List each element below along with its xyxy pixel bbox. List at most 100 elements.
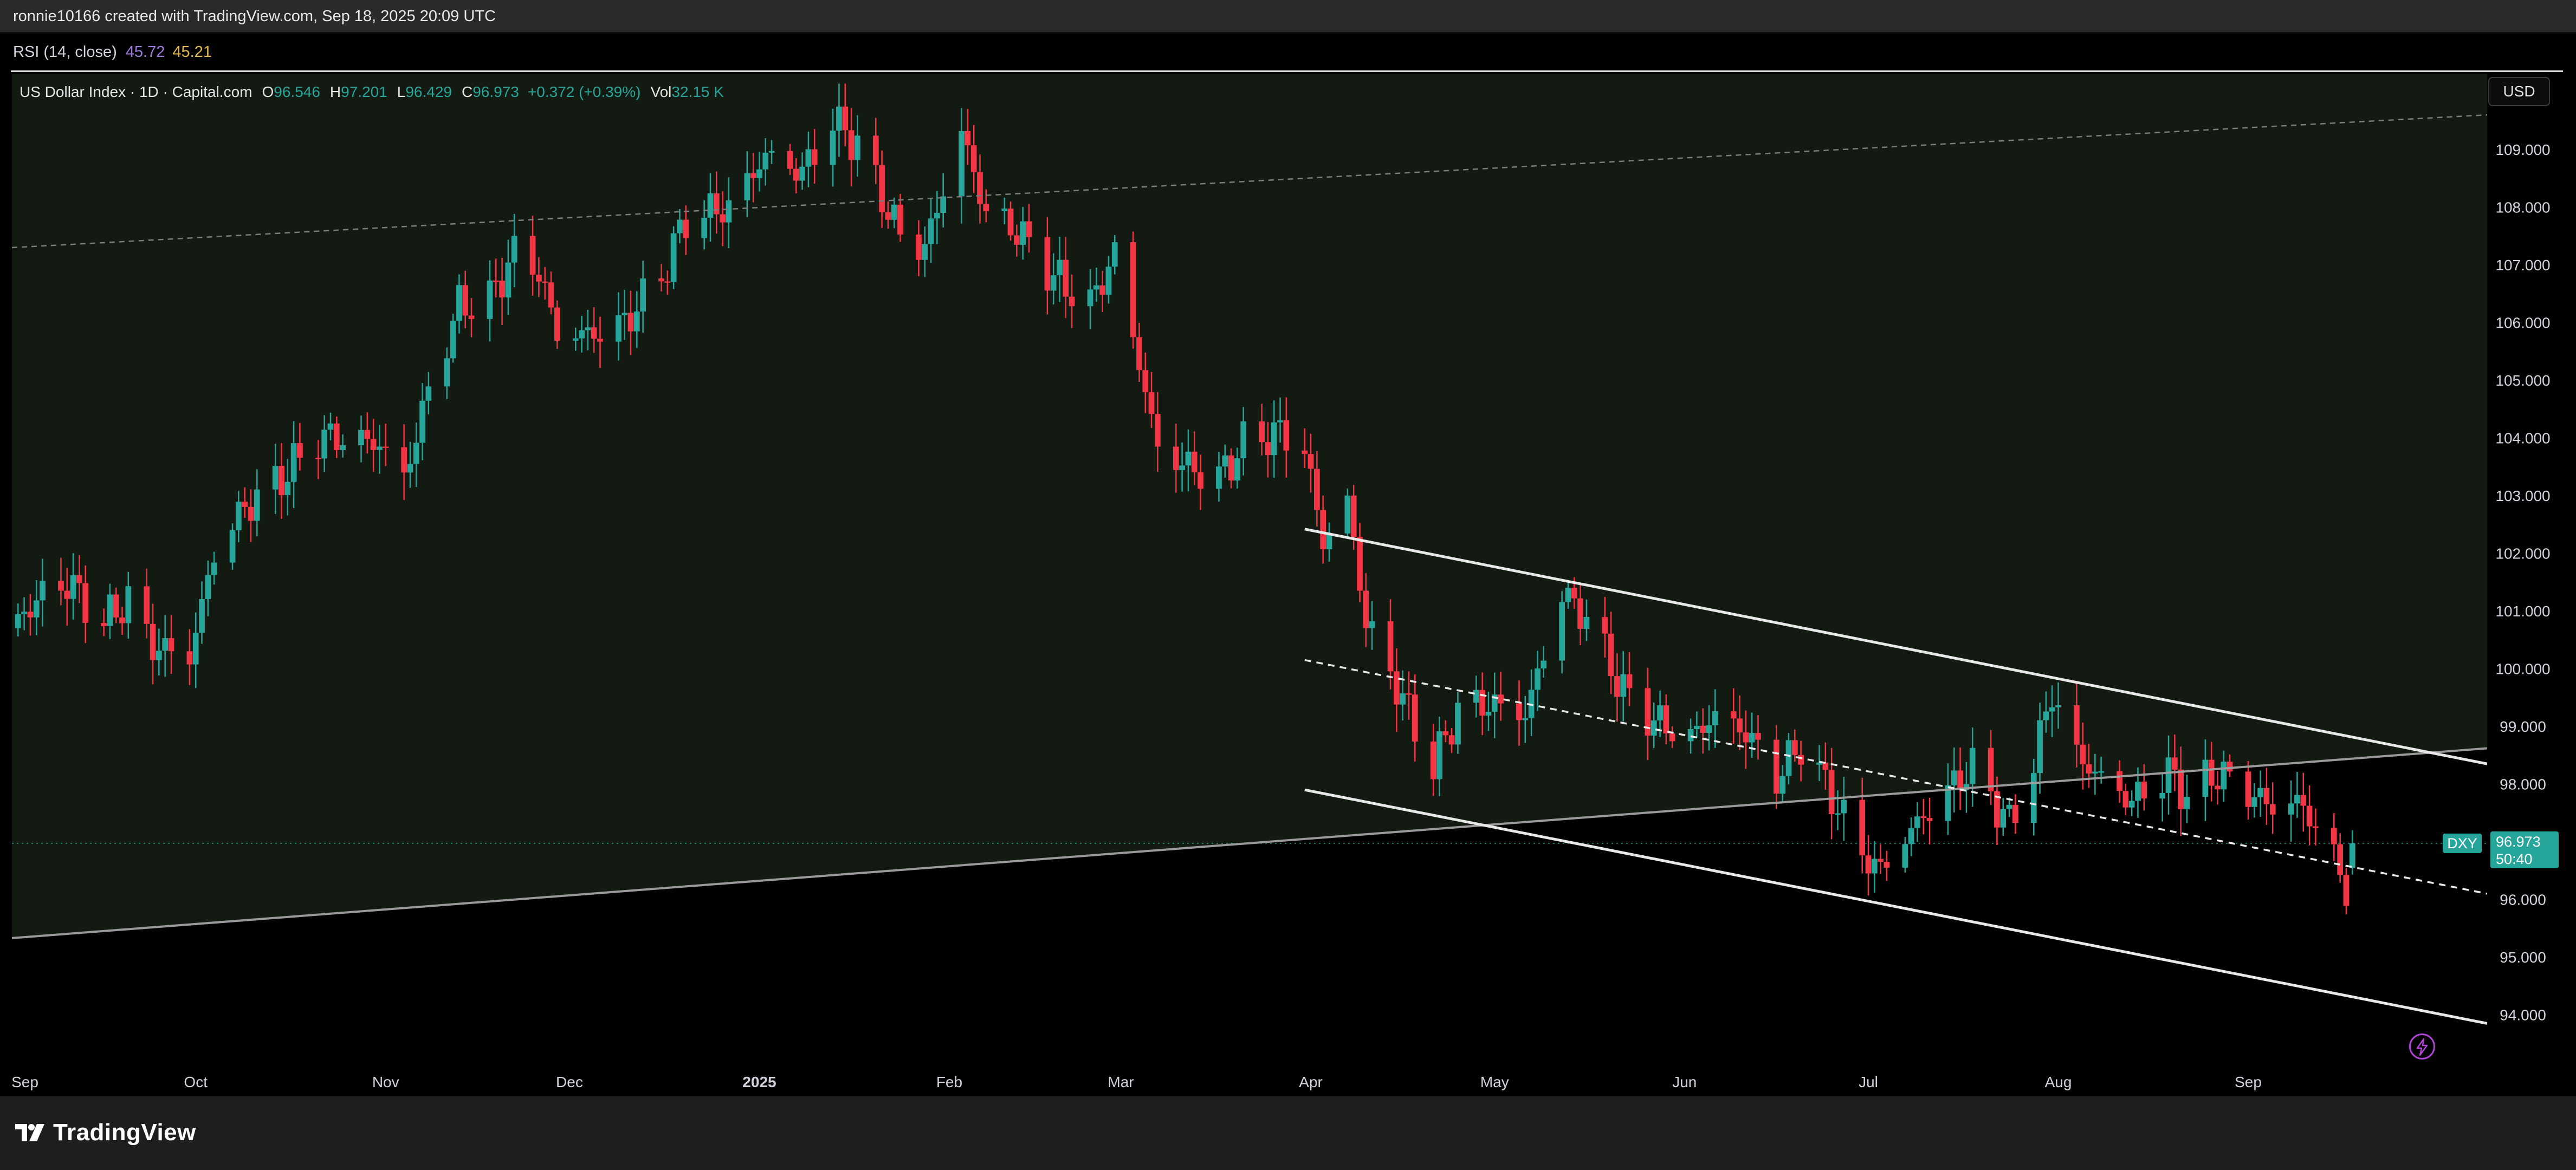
drawing-upper-dashed-trend[interactable] xyxy=(12,114,2487,249)
candle-body xyxy=(2257,788,2264,798)
pane-separator[interactable] xyxy=(11,70,2563,72)
candle-body xyxy=(1908,828,1914,844)
candle-body xyxy=(916,234,922,260)
open-value: 96.546 xyxy=(274,83,320,100)
drawings[interactable] xyxy=(12,114,2487,1025)
candle-body xyxy=(2178,769,2184,809)
candle-body xyxy=(1828,770,1835,815)
candle-body xyxy=(1645,688,1651,736)
candle-body xyxy=(1069,296,1075,307)
candle-body xyxy=(444,358,450,387)
price-chart[interactable]: 109.000 108.000 107.000 106.000 105.000 104.0… xyxy=(0,0,2576,1096)
candle-body xyxy=(1994,791,2000,828)
candle-body xyxy=(2049,707,2055,712)
price-tag: DXY 96.973 50:40 xyxy=(2443,831,2559,868)
candle-body xyxy=(2141,781,2147,799)
candle-body xyxy=(1626,674,1633,688)
low-label: L xyxy=(397,83,406,100)
candle-body xyxy=(1222,455,1228,467)
candle-body xyxy=(1657,705,1663,720)
candle-body xyxy=(2208,759,2215,786)
candle-body xyxy=(934,213,940,219)
time-axis[interactable]: Sep Oct Nov Dec 2025 Feb Mar Apr May Jun Jul Aug Sep xyxy=(11,1074,2262,1090)
candle-body xyxy=(1357,537,1363,591)
currency-button[interactable]: USD xyxy=(2488,77,2550,106)
candle-body xyxy=(983,204,989,211)
drawing-channel-bottom[interactable] xyxy=(1304,788,2487,1025)
candle-body xyxy=(762,152,769,170)
tradingview-logo-icon xyxy=(15,1124,44,1141)
candle-body xyxy=(1583,617,1590,629)
candle-body xyxy=(419,400,425,443)
drawing-channel-mid[interactable] xyxy=(1304,659,2487,895)
candle-body xyxy=(658,278,664,282)
candle-body xyxy=(713,193,720,214)
candle-body xyxy=(1841,800,1847,814)
candle-body xyxy=(548,282,554,308)
candle-body xyxy=(1412,694,1418,742)
candle-body xyxy=(2092,771,2098,774)
candle-body xyxy=(2215,785,2221,790)
candle-body xyxy=(462,285,469,316)
candle-body xyxy=(2055,705,2061,707)
volume-value: 32.15 K xyxy=(671,83,724,100)
candle-body xyxy=(793,168,799,181)
price-axis[interactable]: 109.000 108.000 107.000 106.000 105.000 104.0… xyxy=(2495,141,2550,1024)
candle-body xyxy=(891,204,897,220)
candle-body xyxy=(2037,720,2043,774)
candle-body xyxy=(413,443,419,464)
candle-body xyxy=(1350,495,1357,537)
candle-body xyxy=(1969,748,1976,784)
candle-body xyxy=(119,617,125,623)
plot-area[interactable] xyxy=(12,74,2487,1096)
candle-body xyxy=(1565,588,1571,602)
candle-body xyxy=(627,313,634,332)
candle-body xyxy=(505,262,512,298)
candle-body xyxy=(333,423,340,450)
candle-body xyxy=(1387,621,1394,672)
candle-body xyxy=(150,623,156,660)
candle-body xyxy=(1173,446,1179,470)
time-tick-label: Sep xyxy=(11,1074,38,1090)
candle-body xyxy=(186,651,193,665)
candle-body xyxy=(579,330,585,339)
candle-body xyxy=(1498,694,1504,704)
price-tag-symbol: DXY xyxy=(2447,835,2477,851)
drawing-channel-top[interactable] xyxy=(1304,528,2487,765)
rsi-value-1: 45.72 xyxy=(125,43,165,61)
time-tick-label: Feb xyxy=(936,1074,962,1090)
candle-body xyxy=(1663,705,1669,734)
tradingview-logo[interactable]: TradingView xyxy=(14,1119,196,1146)
candle-body xyxy=(144,586,150,624)
candle-body xyxy=(2300,795,2307,806)
candle-body xyxy=(2030,773,2037,823)
lightning-bolt-icon[interactable] xyxy=(2409,1034,2435,1060)
candle-body xyxy=(2221,762,2227,790)
candle-body xyxy=(2165,757,2172,793)
rsi-label: RSI (14, close) xyxy=(13,43,117,61)
candle-body xyxy=(1087,289,1093,307)
candle-body xyxy=(1577,598,1583,629)
candle-body xyxy=(1785,740,1792,776)
candle-body xyxy=(2117,771,2122,791)
rsi-legend[interactable]: RSI (14, close) 45.72 45.21 xyxy=(13,41,212,63)
price-tick-label: 102.000 xyxy=(2495,545,2550,562)
candle-body xyxy=(248,506,254,521)
candle-body xyxy=(1050,275,1057,291)
candle-body xyxy=(879,165,885,213)
candle-body xyxy=(1878,859,1884,862)
symbol-legend[interactable]: US Dollar Index · 1D · Capital.com O96.54… xyxy=(20,82,724,102)
candle-body xyxy=(15,614,21,628)
candle-body xyxy=(1865,855,1872,874)
candle-body xyxy=(58,581,64,591)
candle-body xyxy=(2269,804,2276,815)
drawing-rising-trendline[interactable] xyxy=(12,747,2487,939)
candle-body xyxy=(401,447,407,473)
candle-body xyxy=(33,600,40,618)
candle-body xyxy=(1007,209,1014,236)
candle-body xyxy=(2171,757,2178,770)
candle-body xyxy=(1491,694,1498,712)
candle-body xyxy=(811,149,818,165)
candle-body xyxy=(897,204,903,235)
candle-body xyxy=(848,130,855,160)
